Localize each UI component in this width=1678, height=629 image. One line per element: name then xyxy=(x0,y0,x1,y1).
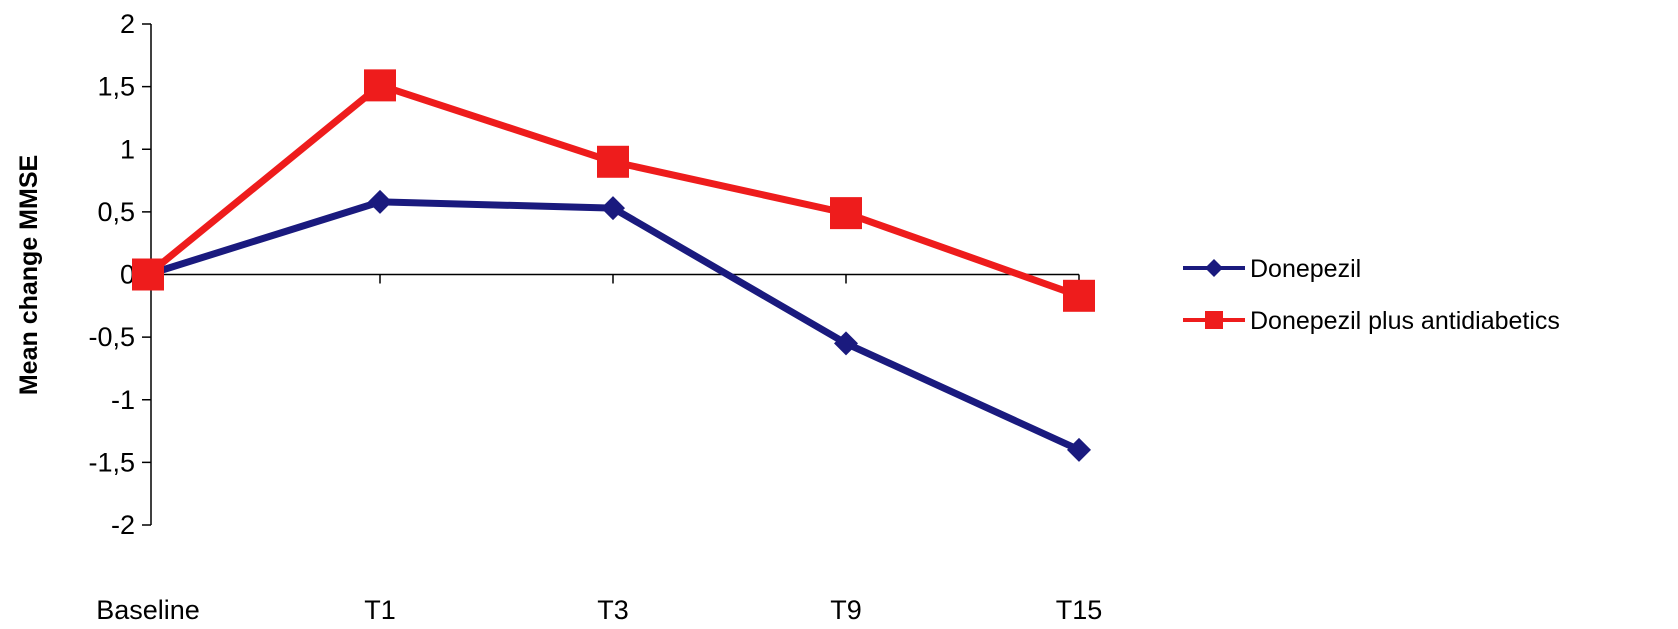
y-tick-label: -2 xyxy=(111,510,135,540)
series-square-group xyxy=(132,69,1095,312)
x-category-label: Baseline xyxy=(96,595,200,625)
x-category-label: T9 xyxy=(830,595,862,625)
legend-label: Donepezil plus antidiabetics xyxy=(1250,307,1560,335)
data-point-square xyxy=(597,145,629,178)
data-point-diamond xyxy=(834,331,858,356)
series-group xyxy=(132,69,1095,462)
y-tick-label: -1,5 xyxy=(88,447,135,477)
y-tick-label: -1 xyxy=(111,385,135,415)
y-tick-label: -0,5 xyxy=(88,322,135,352)
data-point-diamond xyxy=(601,196,625,221)
legend-label: Donepezil xyxy=(1250,255,1361,283)
y-ticks-group: 2 1,5 1 0,5 0 -0,5 -1 -1,5 -2 xyxy=(88,9,151,540)
series-line xyxy=(145,81,1081,300)
y-tick-label: 1,5 xyxy=(97,72,135,102)
data-point-square xyxy=(132,258,164,291)
data-point-square xyxy=(1063,279,1095,312)
x-ticks-group: Baseline T1 T3 T9 T15 xyxy=(96,274,1103,625)
data-point-diamond xyxy=(1067,437,1091,462)
x-category-label: T1 xyxy=(364,595,396,625)
data-point-square xyxy=(830,197,862,230)
legend-diamond-marker xyxy=(1205,259,1223,277)
axes-group xyxy=(150,24,1079,525)
y-tick-label: 0,5 xyxy=(97,197,135,227)
legend-square-marker xyxy=(1205,311,1223,329)
data-point-diamond xyxy=(368,189,392,214)
y-tick-label: 2 xyxy=(120,9,135,39)
series-diamond-group xyxy=(136,189,1091,462)
y-tick-label: 1 xyxy=(120,134,135,164)
y-tick-label: 0 xyxy=(120,260,135,290)
data-point-square xyxy=(364,69,396,102)
x-category-label: T15 xyxy=(1056,595,1103,625)
y-axis-label: Mean change MMSE xyxy=(15,155,43,395)
series-line xyxy=(146,198,1081,454)
legend: Donepezil Donepezil plus antidiabetics xyxy=(1183,255,1560,335)
x-category-label: T3 xyxy=(597,595,629,625)
